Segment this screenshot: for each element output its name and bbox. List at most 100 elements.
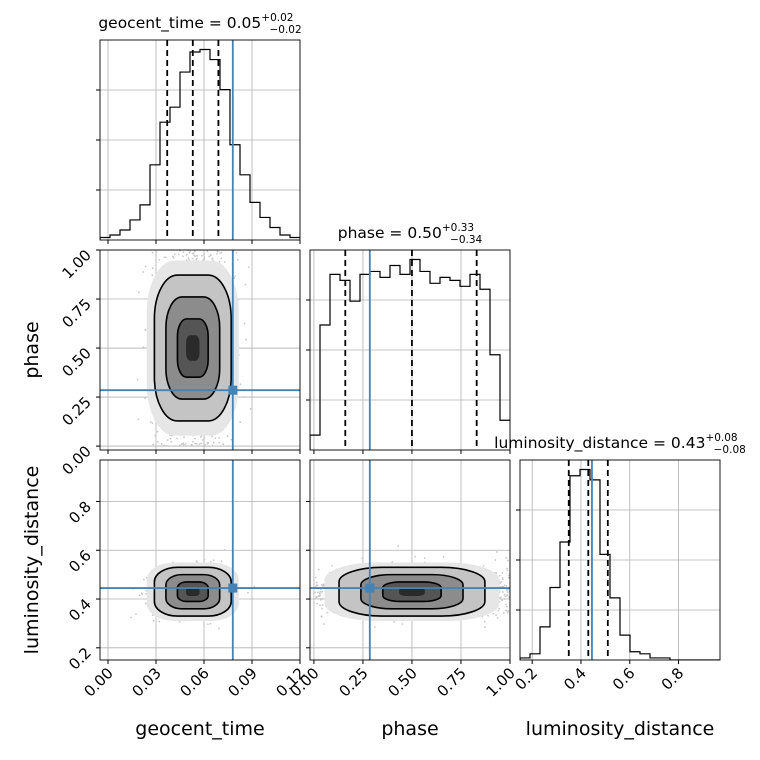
scatter-point — [173, 445, 175, 447]
scatter-point — [505, 605, 508, 608]
scatter-point — [211, 435, 213, 438]
scatter-point — [166, 439, 169, 441]
scatter-point — [322, 583, 325, 586]
scatter-point — [235, 251, 238, 254]
scatter-point — [501, 599, 503, 602]
y-tick-label-luminosity_distance: 0.6 — [65, 546, 95, 576]
scatter-point — [317, 595, 320, 598]
scatter-point — [239, 421, 242, 424]
scatter-point — [158, 258, 161, 261]
scatter-point — [245, 338, 247, 341]
scatter-point — [503, 593, 506, 596]
x-axis-label-phase: phase — [381, 718, 438, 740]
scatter-point — [487, 614, 489, 617]
panel-title-geocent_time: geocent_time = 0.05+0.02 −0.02 — [98, 12, 301, 36]
y-tick-label-phase: 0.75 — [58, 295, 94, 331]
scatter-point — [506, 591, 509, 594]
scatter-point — [247, 591, 249, 594]
scatter-point — [170, 441, 173, 443]
panel-frame — [99, 39, 301, 241]
scatter-point — [182, 251, 185, 254]
scatter-point — [192, 252, 195, 255]
scatter-point — [203, 558, 206, 561]
x-axis-label-luminosity_distance: luminosity_distance — [526, 718, 715, 740]
x-tick-label-luminosity_distance: 0.4 — [560, 664, 590, 694]
scatter-point — [506, 567, 508, 570]
scatter-point — [143, 578, 145, 581]
x-tick-label-geocent_time: 0.00 — [80, 664, 116, 700]
scatter-point — [442, 556, 445, 558]
scatter-point — [506, 594, 509, 597]
x-tick-label-luminosity_distance: 0.2 — [511, 664, 541, 694]
y-tick-label-luminosity_distance: 0.4 — [65, 595, 95, 625]
scatter-point — [234, 275, 236, 278]
scatter-point — [253, 585, 256, 588]
scatter-point — [501, 571, 504, 574]
scatter-point — [138, 594, 141, 597]
scatter-point — [136, 378, 139, 381]
scatter-point — [184, 442, 187, 445]
histogram-phase — [310, 258, 510, 450]
scatter-point — [144, 602, 147, 605]
scatter-point — [317, 568, 320, 571]
scatter-point — [216, 250, 219, 253]
scatter-point — [185, 259, 188, 261]
hist-panel-phase — [306, 249, 511, 454]
truth-marker — [228, 583, 238, 593]
truth-marker — [228, 385, 238, 395]
scatter-point — [316, 591, 319, 594]
scatter-point — [322, 585, 324, 588]
scatter-point — [483, 626, 486, 628]
scatter-point — [142, 346, 145, 349]
scatter-point — [397, 545, 400, 547]
scatter-point — [500, 580, 503, 583]
scatter-point — [495, 614, 498, 616]
x-tick-label-geocent_time: 0.09 — [224, 664, 260, 700]
hist-panel-geocent_time — [96, 39, 301, 244]
scatter-point — [178, 620, 181, 623]
panel-frame — [99, 249, 301, 451]
scatter-point — [151, 251, 154, 254]
panel-2d-geocent_time-luminosity_distance — [96, 459, 301, 664]
scatter-point — [319, 604, 321, 607]
scatter-point — [144, 328, 147, 331]
scatter-point — [140, 592, 143, 595]
panels-layer — [96, 39, 721, 664]
scatter-point — [145, 592, 147, 595]
scatter-point — [179, 444, 181, 447]
scatter-point — [209, 560, 212, 563]
scatter-point — [194, 437, 196, 440]
scatter-point — [233, 277, 236, 280]
scatter-point — [220, 251, 223, 254]
scatter-point — [195, 560, 198, 562]
scatter-point — [209, 622, 212, 625]
scatter-point — [165, 444, 168, 447]
scatter-point — [320, 615, 323, 618]
scatter-point — [505, 584, 508, 587]
scatter-point — [501, 591, 504, 593]
x-tick-label-luminosity_distance: 0.6 — [609, 664, 639, 694]
y-tick-label-luminosity_distance: 0.2 — [65, 644, 95, 674]
scatter-point — [505, 556, 507, 559]
contour-line — [338, 566, 486, 617]
scatter-point — [423, 557, 426, 560]
scatter-point — [498, 574, 501, 577]
scatter-point — [315, 584, 318, 587]
scatter-point — [223, 548, 226, 551]
scatter-point — [182, 442, 185, 445]
y-axis-label-phase: phase — [21, 321, 43, 378]
scatter-point — [185, 253, 188, 256]
scatter-point — [215, 253, 218, 255]
x-axis-label-geocent_time: geocent_time — [135, 718, 264, 740]
scatter-point — [321, 607, 323, 610]
scatter-point — [204, 443, 206, 446]
scatter-point — [322, 623, 325, 625]
contour-line — [165, 573, 221, 610]
scatter-point — [195, 258, 198, 261]
scatter-point — [373, 626, 376, 628]
scatter-point — [220, 560, 223, 563]
scatter-point — [319, 597, 322, 600]
scatter-point — [211, 258, 213, 260]
scatter-point — [326, 611, 329, 614]
title-sup: +0.33 — [442, 222, 474, 234]
